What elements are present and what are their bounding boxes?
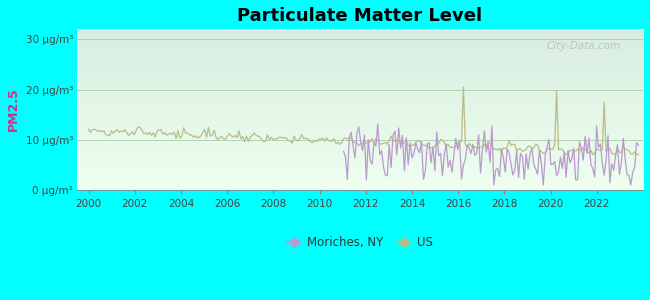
- Title: Particulate Matter Level: Particulate Matter Level: [237, 7, 482, 25]
- Legend: Moriches, NY, US: Moriches, NY, US: [282, 231, 438, 254]
- Y-axis label: PM2.5: PM2.5: [7, 88, 20, 131]
- Text: City-Data.com: City-Data.com: [546, 40, 620, 50]
